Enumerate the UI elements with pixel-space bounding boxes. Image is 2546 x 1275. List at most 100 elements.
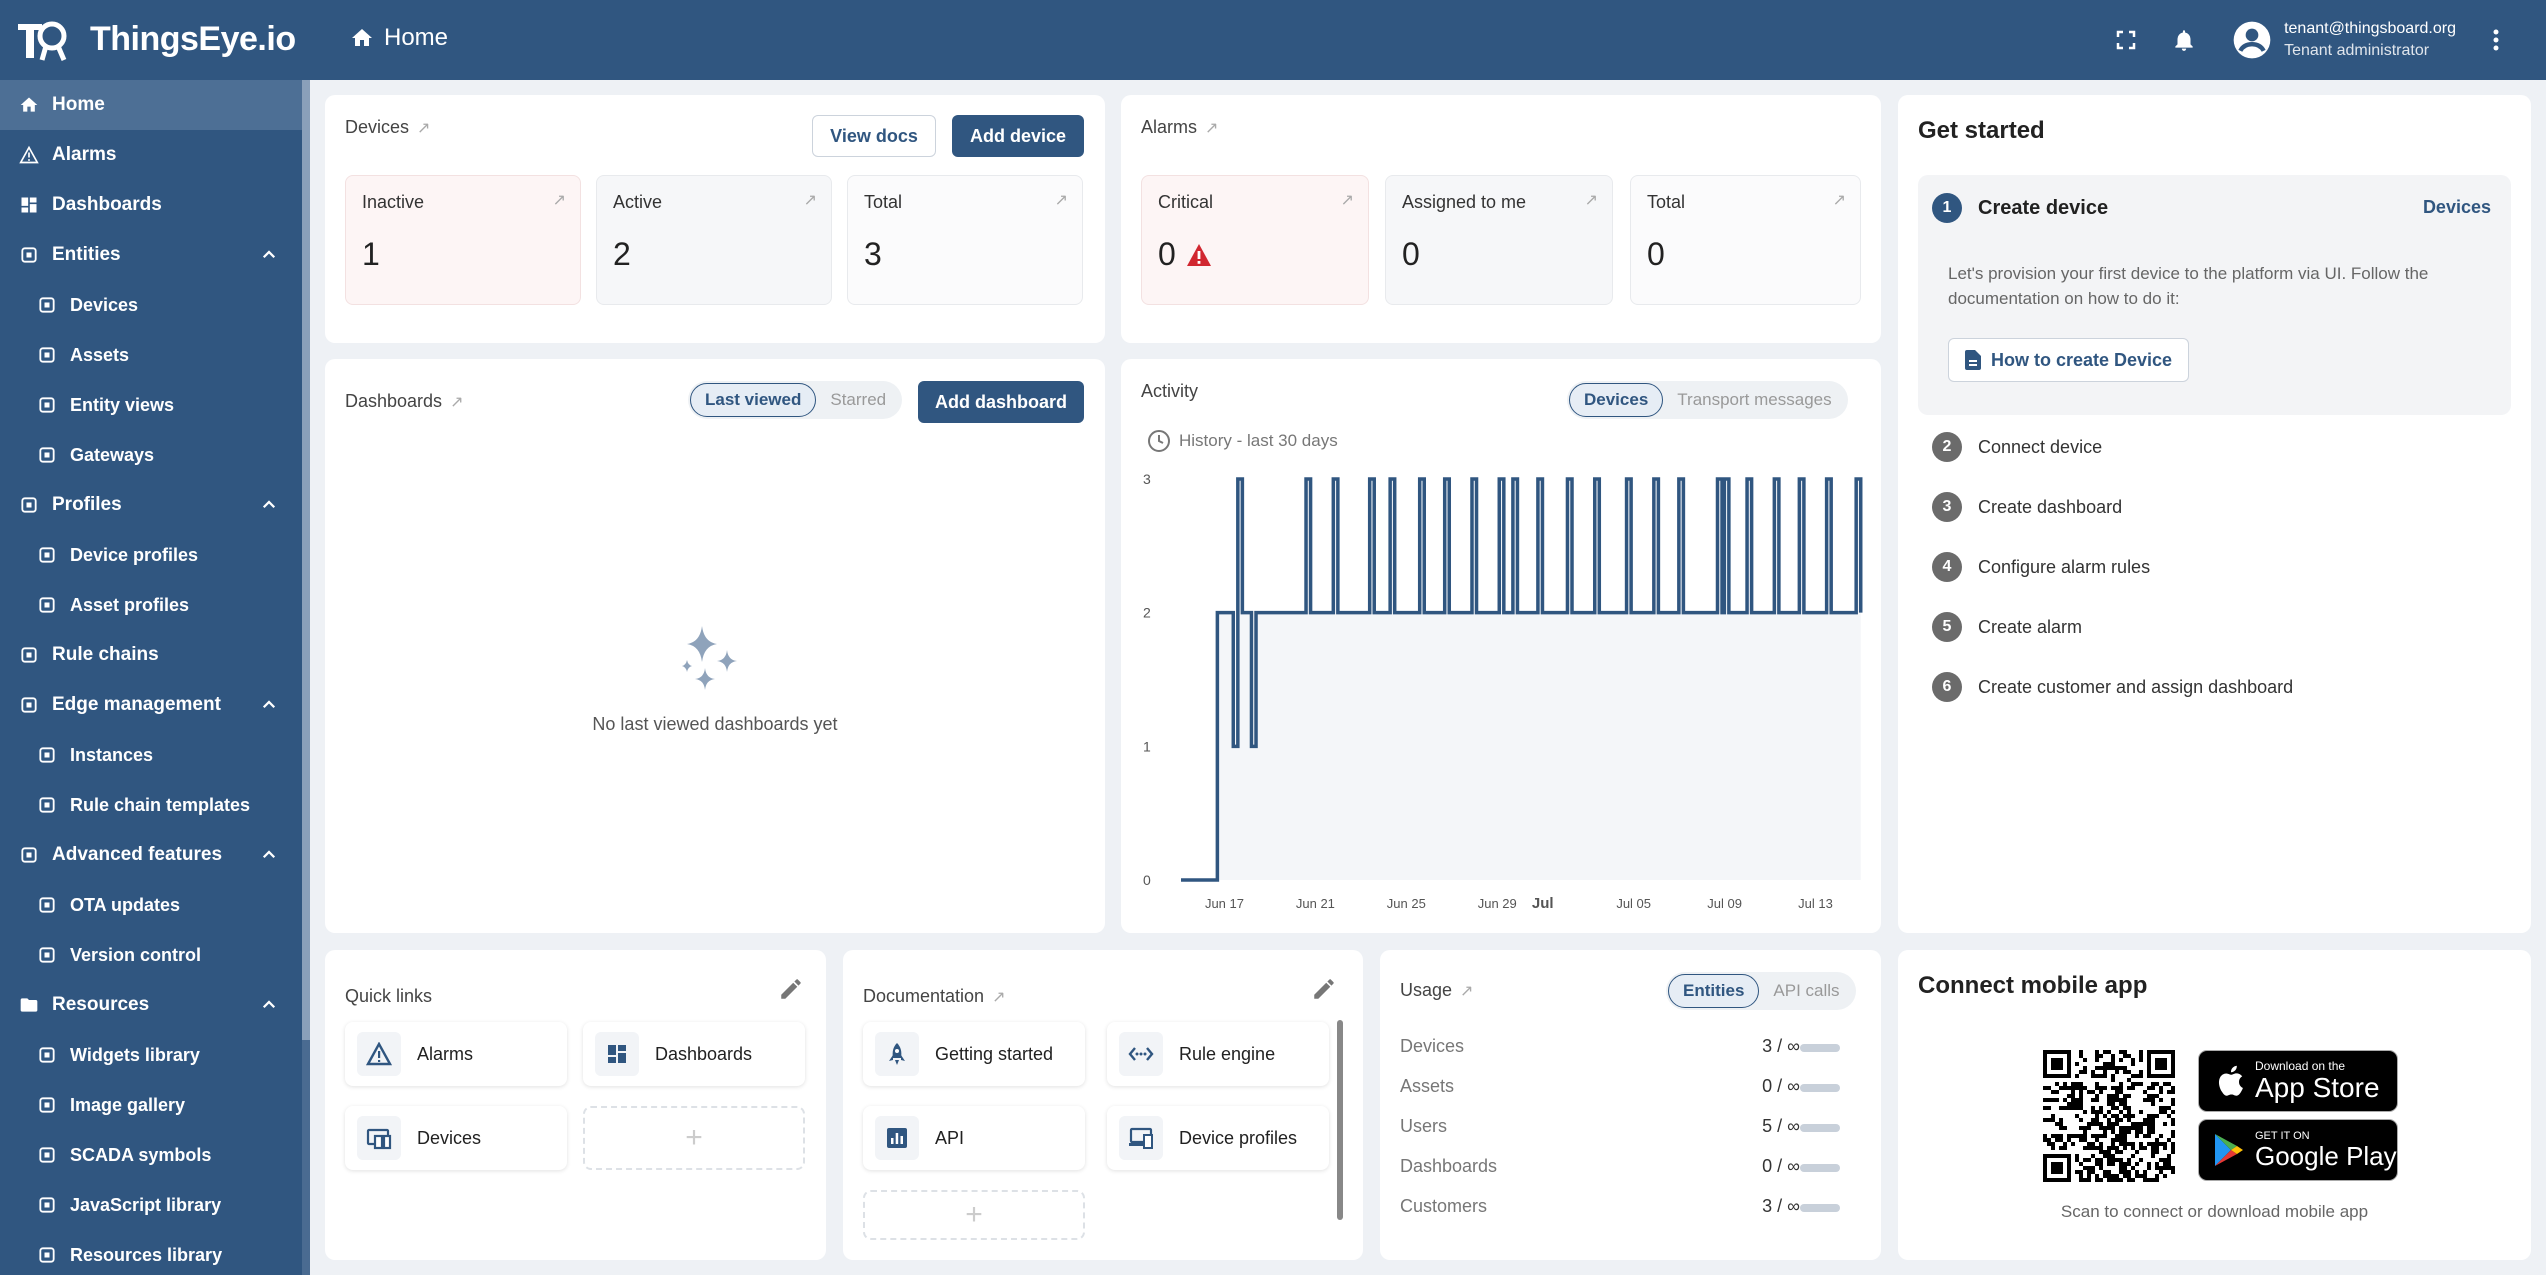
sidebar-item-asset-profiles[interactable]: Asset profiles — [0, 580, 302, 630]
dashboards-card-title[interactable]: Dashboards ↗ — [345, 391, 464, 411]
stat-critical[interactable]: Critical 0 ↗ — [1141, 175, 1369, 305]
usage-label: Users — [1400, 1116, 1448, 1136]
chevron-up-icon[interactable] — [260, 846, 278, 870]
sidebar-item-instances[interactable]: Instances — [0, 730, 302, 780]
sidebar-item-label: Instances — [70, 744, 154, 765]
step-label: Create customer and assign dashboard — [1978, 676, 2294, 697]
add-dashboard-button[interactable]: Add dashboard — [918, 381, 1084, 423]
edit-icon[interactable] — [778, 976, 804, 1002]
sidebar-scrollbar[interactable] — [302, 80, 310, 1275]
activity-card: Activity Devices Transport messages Hist… — [1121, 359, 1881, 933]
toggle-entities[interactable]: Entities — [1668, 974, 1760, 1008]
doc-api[interactable]: API — [863, 1106, 1085, 1170]
doc-getting-started[interactable]: Getting started — [863, 1022, 1085, 1086]
chevron-up-icon[interactable] — [260, 696, 278, 720]
sidebar-item-rule-chain-templates[interactable]: Rule chain templates — [0, 780, 302, 830]
sidebar-item-gateways[interactable]: Gateways — [0, 430, 302, 480]
usage-label: Dashboards — [1400, 1156, 1498, 1176]
open-arrow-icon: ↗ — [1832, 192, 1846, 209]
notifications-icon[interactable] — [2164, 20, 2204, 60]
step-number: 1 — [1932, 193, 1962, 223]
doc-device-profiles[interactable]: Device profiles — [1107, 1106, 1329, 1170]
rule-chain-icon — [18, 644, 40, 666]
alarms-card-title[interactable]: Alarms ↗ — [1141, 117, 1219, 137]
sidebar-item-scada-symbols[interactable]: SCADA symbols — [0, 1130, 302, 1180]
app-store-button[interactable]: Download on the App Store — [2198, 1050, 2398, 1112]
toggle-devices[interactable]: Devices — [1569, 383, 1664, 417]
sidebar-item-rule-chains[interactable]: Rule chains — [0, 630, 302, 680]
sidebar-item-image-gallery[interactable]: Image gallery — [0, 1080, 302, 1130]
toggle-starred[interactable]: Starred — [830, 390, 887, 409]
usage-title[interactable]: Usage ↗ — [1400, 980, 1474, 1000]
doc-rule-engine[interactable]: Rule engine — [1107, 1022, 1329, 1086]
ota-icon — [36, 894, 58, 916]
chevron-up-icon[interactable] — [260, 496, 278, 520]
logo[interactable]: ThingsEye.io — [12, 14, 296, 64]
google-play-button[interactable]: GET IT ON Google Play — [2198, 1119, 2398, 1181]
documentation-scrollbar[interactable] — [1337, 1020, 1343, 1220]
top-bar: ThingsEye.io Home tenant@thingsboard.org… — [0, 0, 2546, 80]
open-arrow-icon: ↗ — [1340, 192, 1354, 209]
sidebar-item-dashboards[interactable]: Dashboards — [0, 180, 302, 230]
chevron-up-icon[interactable] — [260, 246, 278, 270]
entity-views-icon — [36, 394, 58, 416]
add-device-button[interactable]: Add device — [952, 115, 1084, 157]
toggle-last-viewed[interactable]: Last viewed — [690, 383, 817, 417]
sparkles-icon — [682, 626, 737, 690]
stat-total-alarms[interactable]: Total 0 ↗ — [1630, 175, 1861, 305]
stat-active[interactable]: Active 2 ↗ — [596, 175, 832, 305]
sidebar-item-devices[interactable]: Devices — [0, 280, 302, 330]
toggle-transport-messages[interactable]: Transport messages — [1677, 390, 1832, 409]
toggle-api-calls[interactable]: API calls — [1773, 981, 1840, 1000]
user-role: Tenant administrator — [2284, 42, 2430, 59]
sidebar-item-profiles[interactable]: Profiles — [0, 480, 302, 530]
sidebar-item-resources-library[interactable]: Resources library — [0, 1230, 302, 1275]
get-started-step-3[interactable]: 3 Create dashboard — [1932, 492, 2122, 522]
sidebar-item-javascript-library[interactable]: JavaScript library — [0, 1180, 302, 1230]
image-icon — [36, 1094, 58, 1116]
sidebar-item-widgets-library[interactable]: Widgets library — [0, 1030, 302, 1080]
add-doc-link-button[interactable]: + — [863, 1190, 1085, 1240]
sidebar-item-version-control[interactable]: Version control — [0, 930, 302, 980]
add-quick-link-button[interactable]: + — [583, 1106, 805, 1170]
stat-assigned-to-me[interactable]: Assigned to me 0 ↗ — [1385, 175, 1613, 305]
quick-link-devices[interactable]: Devices — [345, 1106, 567, 1170]
usage-label: Devices — [1400, 1036, 1465, 1056]
sidebar-item-assets[interactable]: Assets — [0, 330, 302, 380]
sidebar-item-label: Assets — [70, 344, 130, 365]
more-vert-icon[interactable] — [2476, 20, 2516, 60]
quick-link-dashboards[interactable]: Dashboards — [583, 1022, 805, 1086]
how-to-create-device-button[interactable]: How to create Device — [1948, 338, 2190, 382]
chevron-up-icon[interactable] — [260, 996, 278, 1020]
get-started-step-4[interactable]: 4 Configure alarm rules — [1932, 552, 2150, 582]
fullscreen-icon[interactable] — [2106, 20, 2146, 60]
usage-label: Customers — [1400, 1196, 1488, 1216]
sidebar-item-advanced-features[interactable]: Advanced features — [0, 830, 302, 880]
user-menu[interactable]: tenant@thingsboard.org Tenant administra… — [2232, 18, 2456, 62]
sidebar-item-ota-updates[interactable]: OTA updates — [0, 880, 302, 930]
get-started-step-6[interactable]: 6 Create customer and assign dashboard — [1932, 672, 2293, 702]
sidebar-item-resources[interactable]: Resources — [0, 980, 302, 1030]
get-started-step-5[interactable]: 5 Create alarm — [1932, 612, 2082, 642]
open-arrow-icon: ↗ — [1460, 982, 1474, 1000]
quick-link-alarms[interactable]: Alarms — [345, 1022, 567, 1086]
stat-total-devices[interactable]: Total 3 ↗ — [847, 175, 1083, 305]
resources-icon — [36, 1244, 58, 1266]
open-arrow-icon: ↗ — [1584, 192, 1598, 209]
sidebar-item-alarms[interactable]: Alarms — [0, 130, 302, 180]
documentation-title[interactable]: Documentation ↗ — [863, 986, 1006, 1006]
stat-inactive[interactable]: Inactive 1 ↗ — [345, 175, 581, 305]
view-docs-button[interactable]: View docs — [812, 115, 936, 157]
devices-card-title[interactable]: Devices ↗ — [345, 117, 431, 137]
sidebar-item-home[interactable]: Home — [0, 80, 302, 130]
edit-icon[interactable] — [1311, 976, 1337, 1002]
sidebar-item-edge-management[interactable]: Edge management — [0, 680, 302, 730]
sidebar-item-device-profiles[interactable]: Device profiles — [0, 530, 302, 580]
sidebar-item-entity-views[interactable]: Entity views — [0, 380, 302, 430]
get-started-step-2[interactable]: 2 Connect device — [1932, 432, 2102, 462]
devices-link[interactable]: Devices — [2422, 197, 2491, 217]
history-label[interactable]: History - last 30 days — [1147, 429, 1338, 453]
open-arrow-icon: ↗ — [552, 192, 566, 209]
sidebar-item-entities[interactable]: Entities — [0, 230, 302, 280]
sidebar-item-label: Rule chains — [52, 644, 159, 665]
